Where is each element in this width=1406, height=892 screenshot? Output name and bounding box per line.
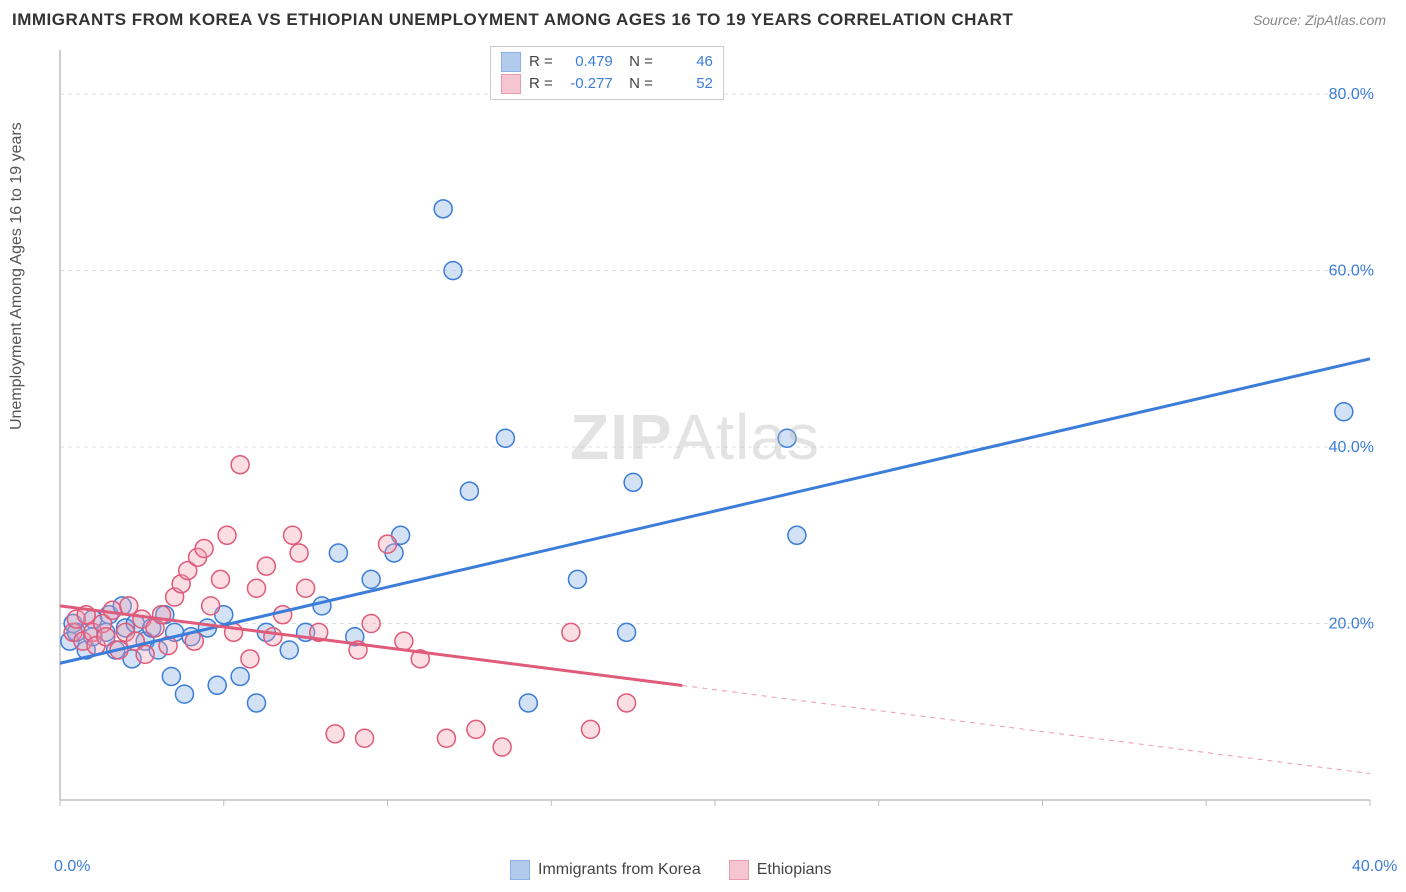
legend-item-ethiopians: Ethiopians (729, 860, 832, 880)
svg-text:80.0%: 80.0% (1329, 86, 1374, 103)
svg-text:60.0%: 60.0% (1329, 263, 1374, 280)
legend-item-korea: Immigrants from Korea (510, 860, 701, 880)
n-label: N = (621, 51, 653, 73)
legend-swatch-korea (510, 860, 530, 880)
legend-swatch-korea (501, 52, 521, 72)
n-value: 46 (661, 51, 713, 73)
x-tick-0: 0.0% (54, 858, 90, 876)
svg-text:20.0%: 20.0% (1329, 616, 1374, 633)
chart-title: IMMIGRANTS FROM KOREA VS ETHIOPIAN UNEMP… (12, 10, 1013, 30)
legend-row-ethiopians: R = -0.277 N = 52 (501, 73, 713, 95)
svg-text:40.0%: 40.0% (1329, 439, 1374, 456)
scatter-plot: 20.0% 40.0% 60.0% 80.0% (50, 40, 1390, 830)
r-value: 0.479 (561, 51, 613, 73)
y-axis-label: Unemployment Among Ages 16 to 19 years (8, 122, 26, 430)
r-label: R = (529, 51, 553, 73)
series-legend: Immigrants from Korea Ethiopians (510, 860, 831, 880)
r-value: -0.277 (561, 73, 613, 95)
source-credit: Source: ZipAtlas.com (1253, 12, 1386, 28)
n-label: N = (621, 73, 653, 95)
correlation-legend: R = 0.479 N = 46 R = -0.277 N = 52 (490, 46, 724, 100)
legend-swatch-ethiopians (729, 860, 749, 880)
legend-label: Immigrants from Korea (538, 861, 701, 879)
x-tick-1: 40.0% (1352, 858, 1397, 876)
r-label: R = (529, 73, 553, 95)
legend-row-korea: R = 0.479 N = 46 (501, 51, 713, 73)
n-value: 52 (661, 73, 713, 95)
legend-swatch-ethiopians (501, 74, 521, 94)
legend-label: Ethiopians (757, 861, 832, 879)
